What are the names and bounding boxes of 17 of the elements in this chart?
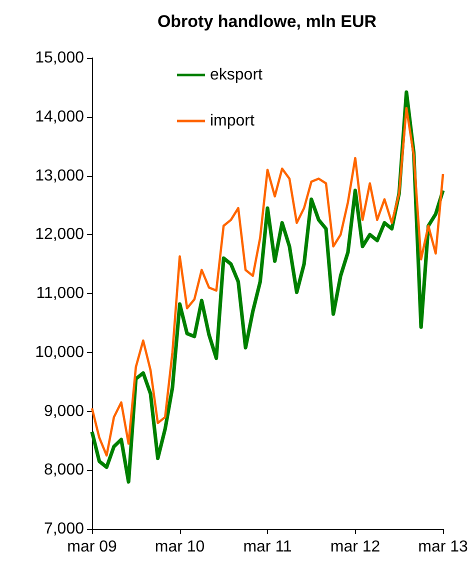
y-tick-label: 14,000 [35,108,84,126]
x-tick-label: mar 13 [418,538,468,556]
y-tick-label: 10,000 [35,344,84,361]
legend-label: eksport [210,66,264,84]
chart-title: Obroty handlowe, mln EUR [157,12,377,31]
y-tick-label: 7,000 [44,520,84,538]
y-tick-label: 11,000 [36,285,84,302]
y-tick-label: 9,000 [44,402,84,420]
legend-label: import [210,112,256,130]
x-tick-label: mar 12 [330,538,380,556]
y-tick-label: 8,000 [44,462,84,479]
x-tick-label: mar 11 [243,538,292,556]
y-tick-label: 13,000 [35,167,84,184]
y-tick-label: 15,000 [35,50,84,66]
x-tick-label: mar 09 [67,538,117,556]
y-tick-label: 12,000 [35,226,84,244]
x-tick-label: mar 10 [154,538,205,556]
